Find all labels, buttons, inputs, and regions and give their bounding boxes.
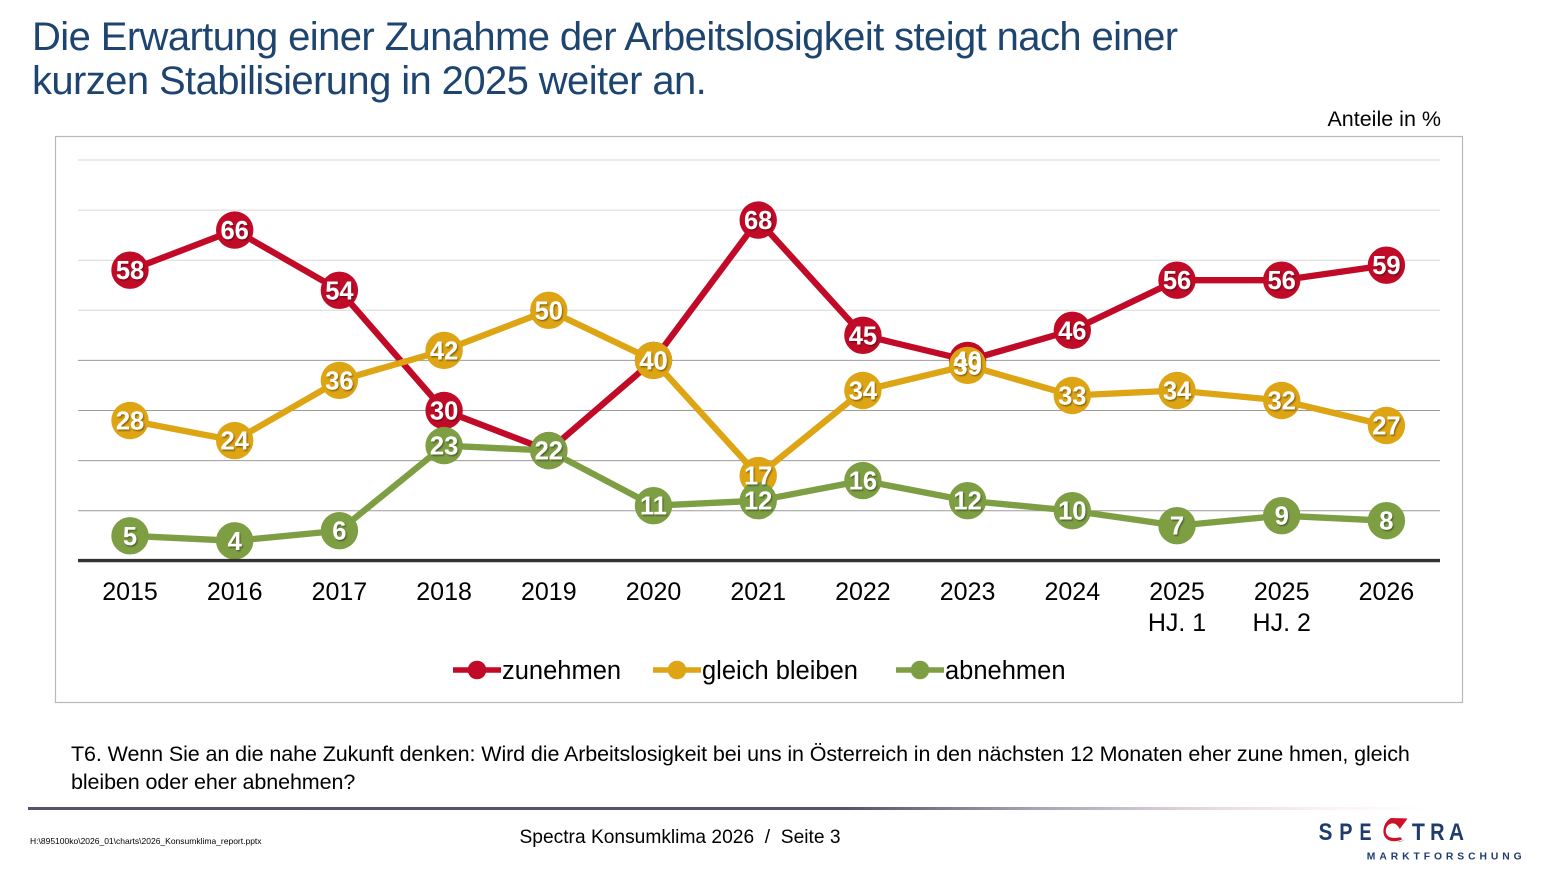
svg-text:2019: 2019	[521, 578, 577, 606]
svg-text:2022: 2022	[835, 578, 891, 606]
svg-text:34: 34	[849, 378, 878, 406]
svg-text:HJ. 2: HJ. 2	[1253, 609, 1311, 637]
svg-text:36: 36	[325, 367, 353, 395]
svg-text:9: 9	[1275, 503, 1289, 531]
svg-text:abnehmen: abnehmen	[945, 657, 1066, 685]
svg-text:50: 50	[535, 297, 563, 325]
svg-text:34: 34	[1163, 378, 1192, 406]
svg-text:7: 7	[1170, 513, 1184, 541]
svg-text:S: S	[1319, 819, 1333, 846]
svg-text:56: 56	[1268, 267, 1296, 295]
svg-text:28: 28	[116, 408, 144, 436]
svg-text:2020: 2020	[626, 578, 682, 606]
svg-text:2016: 2016	[207, 578, 263, 606]
svg-text:22: 22	[535, 438, 563, 466]
svg-text:66: 66	[221, 217, 249, 245]
svg-text:MARKTFORSCHUNG: MARKTFORSCHUNG	[1367, 852, 1526, 863]
svg-text:T: T	[1412, 819, 1425, 846]
svg-text:6: 6	[332, 518, 346, 546]
svg-text:4: 4	[228, 528, 243, 556]
svg-text:30: 30	[430, 398, 458, 426]
svg-text:46: 46	[1058, 317, 1086, 345]
svg-text:zunehmen: zunehmen	[502, 657, 621, 685]
svg-text:32: 32	[1268, 388, 1296, 416]
svg-text:2017: 2017	[312, 578, 368, 606]
svg-text:59: 59	[1372, 252, 1400, 280]
svg-text:E: E	[1360, 819, 1372, 846]
svg-text:12: 12	[744, 488, 772, 516]
svg-text:2018: 2018	[416, 578, 472, 606]
svg-text:2025: 2025	[1254, 578, 1310, 606]
svg-text:54: 54	[325, 277, 354, 305]
svg-text:A: A	[1449, 819, 1464, 846]
svg-text:10: 10	[1058, 498, 1086, 526]
svg-text:17: 17	[744, 463, 772, 491]
svg-text:27: 27	[1372, 413, 1400, 441]
svg-text:8: 8	[1379, 508, 1393, 536]
svg-text:gleich bleiben: gleich bleiben	[702, 657, 858, 685]
svg-text:P: P	[1339, 819, 1352, 846]
svg-text:56: 56	[1163, 267, 1191, 295]
svg-text:12: 12	[953, 488, 981, 516]
svg-text:68: 68	[744, 207, 772, 235]
svg-text:2026: 2026	[1359, 578, 1415, 606]
svg-text:5: 5	[123, 523, 137, 551]
svg-text:33: 33	[1058, 383, 1086, 411]
svg-text:HJ. 1: HJ. 1	[1148, 609, 1206, 637]
svg-text:2015: 2015	[102, 578, 158, 606]
svg-text:22: 22	[535, 438, 563, 466]
svg-text:40: 40	[639, 347, 667, 375]
svg-text:45: 45	[849, 322, 877, 350]
svg-text:2025: 2025	[1149, 578, 1205, 606]
svg-text:39: 39	[953, 352, 981, 380]
svg-text:24: 24	[221, 428, 250, 456]
svg-text:2024: 2024	[1044, 578, 1100, 606]
svg-text:16: 16	[849, 468, 877, 496]
svg-text:23: 23	[430, 433, 458, 461]
svg-text:11: 11	[640, 493, 667, 521]
svg-text:58: 58	[116, 257, 144, 285]
svg-text:42: 42	[430, 337, 458, 365]
svg-text:40: 40	[639, 347, 667, 375]
svg-text:2023: 2023	[940, 578, 996, 606]
svg-text:2021: 2021	[730, 578, 786, 606]
svg-text:R: R	[1430, 819, 1445, 846]
svg-text:40: 40	[953, 347, 981, 375]
